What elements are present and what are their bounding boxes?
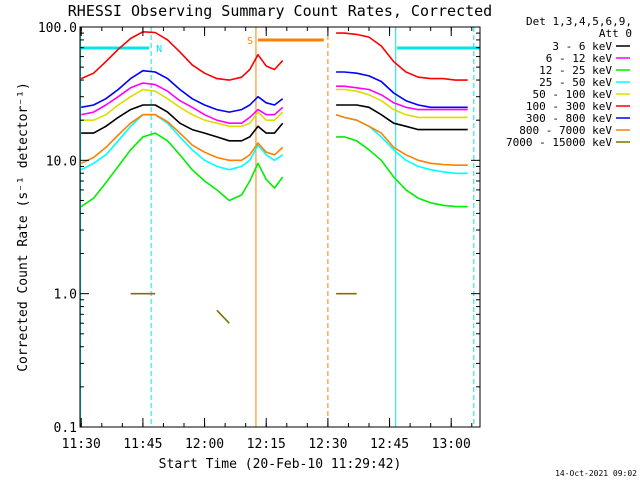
legend-label: 12 - 25 keV <box>539 64 612 77</box>
series-line <box>81 88 284 128</box>
x-tick-label: 12:30 <box>308 437 347 452</box>
series-line <box>80 113 284 171</box>
series-line <box>336 85 468 111</box>
series-line <box>81 69 284 113</box>
series-line <box>336 136 468 208</box>
y-tick-label: 100.0 <box>38 21 77 36</box>
x-tick-label: 11:45 <box>123 437 162 452</box>
generation-timestamp: 14-Oct-2021 09:02 <box>555 469 637 478</box>
x-tick-label: 12:45 <box>370 437 409 452</box>
x-tick-label: 13:00 <box>432 437 471 452</box>
y-tick-label: 1.0 <box>54 288 77 303</box>
legend-label: 100 - 300 keV <box>526 100 612 113</box>
detector-info-line1: Det 1,3,4,5,6,9, <box>526 15 632 28</box>
flag-bars: NS <box>80 36 480 55</box>
series-line <box>81 82 284 124</box>
chart-title: RHESSI Observing Summary Count Rates, Co… <box>68 2 492 20</box>
series-line <box>216 309 230 324</box>
legend-label: 7000 - 15000 keV <box>506 136 612 149</box>
legend-label: 3 - 6 keV <box>552 40 612 53</box>
legend-label: 300 - 800 keV <box>526 112 612 125</box>
flag-label: N <box>156 44 162 55</box>
y-tick-label: 0.1 <box>54 421 77 436</box>
series-line <box>81 104 284 142</box>
y-axis-label: Corrected Count Rate (s⁻¹ detector⁻¹) <box>16 82 31 372</box>
series-line <box>336 71 468 109</box>
x-tick-label: 12:15 <box>247 437 286 452</box>
legend-label: 6 - 12 keV <box>546 52 613 65</box>
plot-frame <box>79 26 481 428</box>
series-line <box>336 32 468 81</box>
series-line <box>336 88 468 119</box>
flag-label: S <box>247 36 253 47</box>
y-axis: 0.1 1.0 10.0 100.0 <box>38 21 480 436</box>
x-tick-label: 12:00 <box>185 437 224 452</box>
x-tick-label: 11:30 <box>62 437 101 452</box>
series-line <box>80 132 284 208</box>
detector-info-line2: Att 0 <box>599 27 632 40</box>
legend-label: 800 - 7000 keV <box>519 124 612 137</box>
y-tick-label: 10.0 <box>46 154 77 169</box>
x-axis: 11:30 11:45 12:00 12:15 12:30 12:45 13:00 <box>62 27 473 452</box>
series-lines <box>80 30 468 324</box>
x-axis-label: Start Time (20-Feb-10 11:29:42) <box>159 457 402 472</box>
legend-label: 50 - 100 keV <box>533 88 613 101</box>
series-line <box>80 30 284 81</box>
series-line <box>336 104 468 131</box>
series-line <box>80 113 284 165</box>
legend-label: 25 - 50 keV <box>539 76 612 89</box>
series-line <box>335 113 468 166</box>
